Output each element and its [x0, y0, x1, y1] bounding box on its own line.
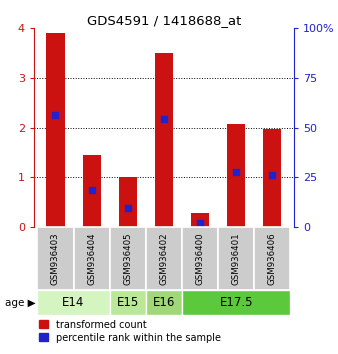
Text: GSM936402: GSM936402 — [160, 232, 168, 285]
Bar — [38, 227, 74, 290]
Bar — [46, 33, 65, 227]
Text: E16: E16 — [153, 296, 175, 309]
Text: GSM936403: GSM936403 — [51, 232, 60, 285]
Text: GSM936404: GSM936404 — [87, 232, 96, 285]
Text: GSM936405: GSM936405 — [123, 232, 132, 285]
Bar — [182, 290, 290, 315]
Bar — [146, 227, 182, 290]
Bar — [110, 290, 146, 315]
Bar — [146, 290, 182, 315]
Bar — [263, 129, 282, 227]
Bar — [74, 227, 110, 290]
Text: E15: E15 — [117, 296, 139, 309]
Text: E17.5: E17.5 — [219, 296, 253, 309]
Bar — [182, 227, 218, 290]
Text: GSM936406: GSM936406 — [268, 232, 277, 285]
Text: E14: E14 — [63, 296, 85, 309]
Text: GSM936401: GSM936401 — [232, 232, 241, 285]
Bar — [119, 177, 137, 227]
Title: GDS4591 / 1418688_at: GDS4591 / 1418688_at — [87, 14, 241, 27]
Bar — [38, 290, 110, 315]
Bar — [82, 155, 101, 227]
Legend: transformed count, percentile rank within the sample: transformed count, percentile rank withi… — [39, 320, 221, 343]
Bar — [110, 227, 146, 290]
Bar — [254, 227, 290, 290]
Bar — [191, 213, 209, 227]
Text: GSM936400: GSM936400 — [196, 232, 204, 285]
Bar — [227, 124, 245, 227]
Bar — [218, 227, 254, 290]
Bar — [155, 53, 173, 227]
Text: age ▶: age ▶ — [5, 298, 36, 308]
